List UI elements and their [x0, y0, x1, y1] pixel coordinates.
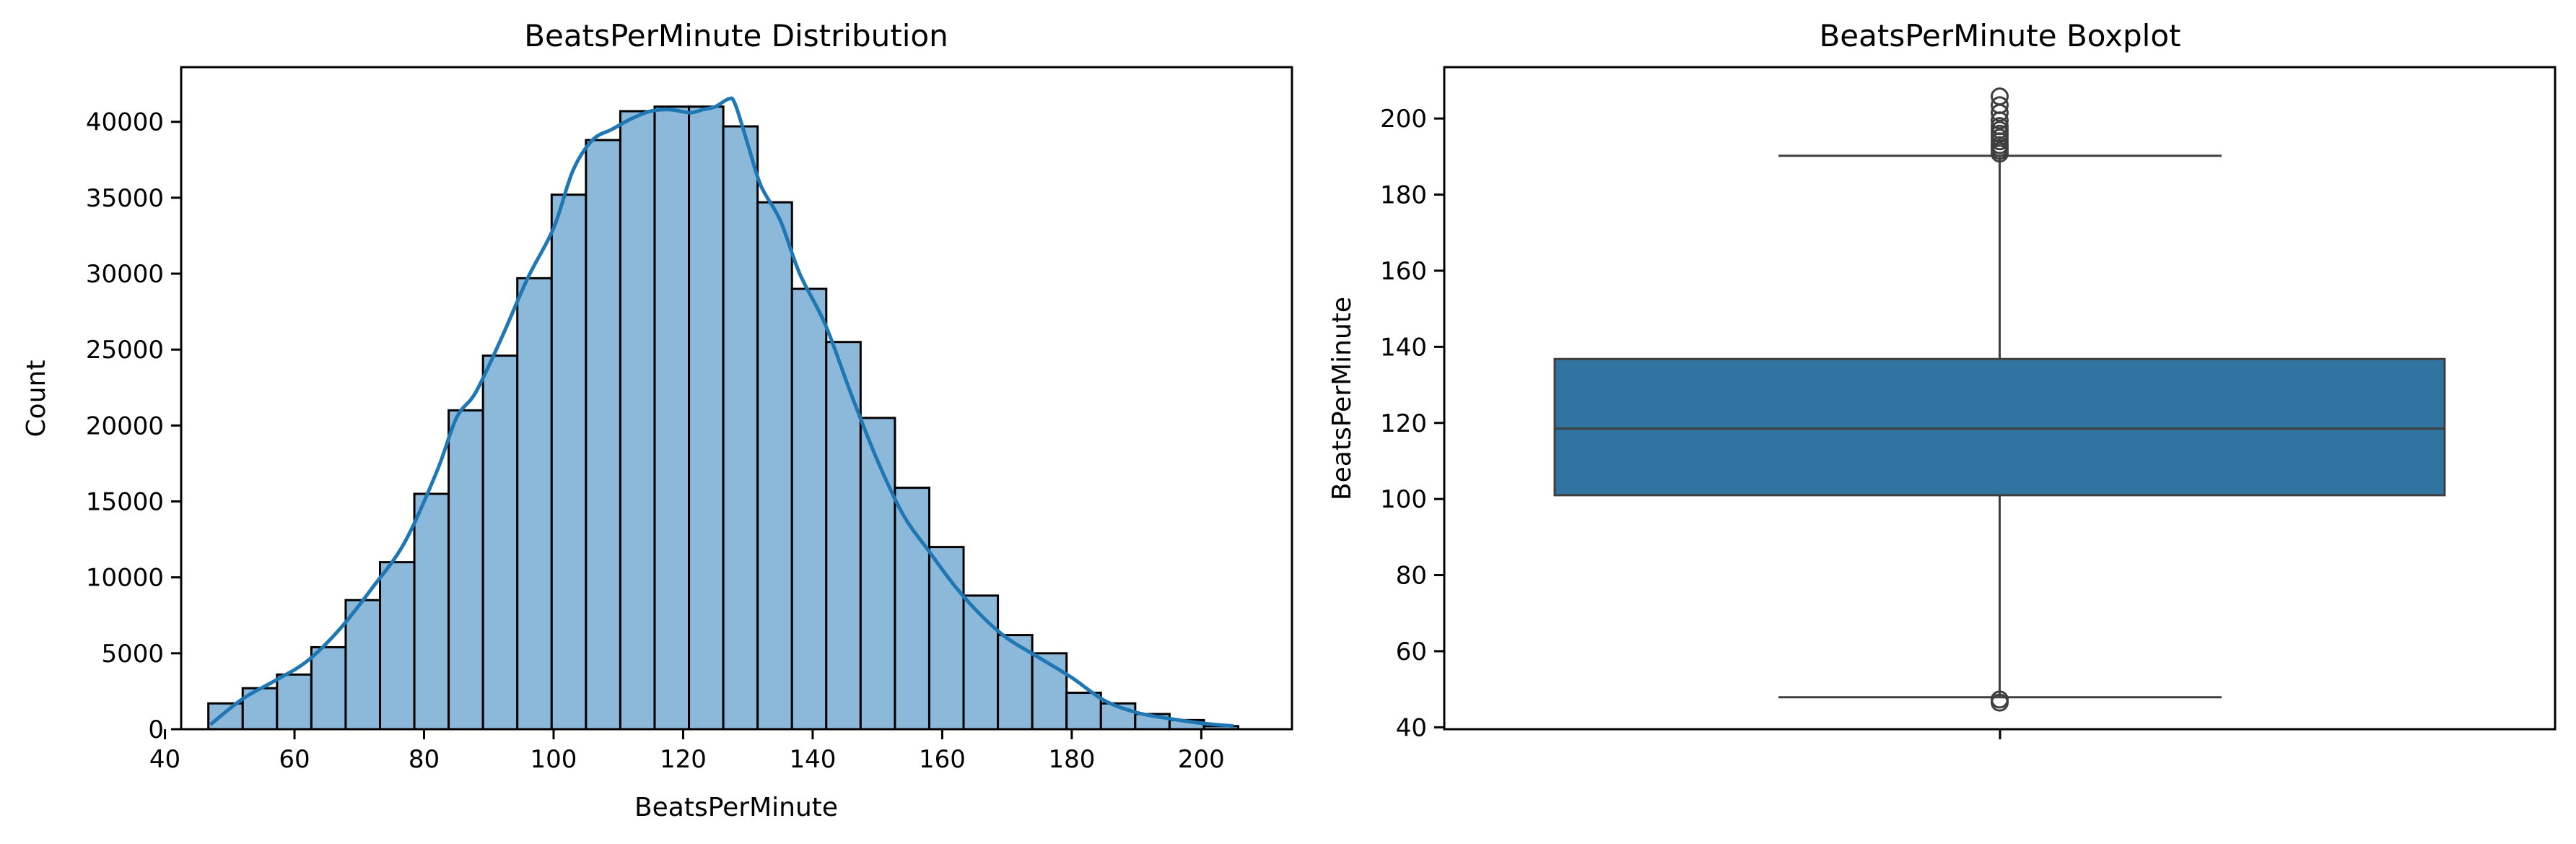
y-tick-label: 80	[1396, 562, 1427, 591]
histogram-bar	[310, 645, 347, 731]
y-tick-label: 60	[1396, 638, 1427, 666]
y-tick-label: 25000	[86, 336, 164, 365]
x-tick-label: 140	[789, 745, 836, 774]
x-tick-label: 160	[919, 745, 966, 774]
histogram-x-axis-label: BeatsPerMinute	[634, 793, 838, 822]
histogram-bar	[825, 341, 862, 731]
outlier-point	[1991, 690, 2009, 709]
iqr-box	[1553, 357, 2446, 497]
y-tick-label: 5000	[101, 640, 164, 669]
histogram-x-ticks: 40 60 80 100 120 140 160 180 200	[149, 729, 1225, 774]
histogram-panel: BeatsPerMinute Distribution 40 60 80 100 120…	[22, 18, 1293, 822]
y-tick-label: 40000	[86, 108, 164, 137]
histogram-bar	[481, 354, 519, 731]
boxplot-title: BeatsPerMinute Boxplot	[1819, 18, 2180, 53]
y-tick-label: 200	[1380, 105, 1427, 134]
histogram-bar	[344, 599, 381, 731]
y-tick-label: 30000	[86, 260, 164, 289]
histogram-bar	[550, 193, 588, 731]
histogram-bars	[207, 105, 1240, 731]
outlier-point	[1991, 117, 2009, 136]
y-tick-label: 40	[1396, 713, 1427, 742]
y-tick-label: 0	[148, 715, 164, 744]
x-tick-label: 120	[660, 745, 707, 774]
histogram-bar	[619, 110, 656, 731]
histogram-plot-frame	[180, 66, 1293, 731]
histogram-title: BeatsPerMinute Distribution	[524, 18, 948, 53]
y-tick-label: 20000	[86, 412, 164, 440]
histogram-bar	[276, 673, 313, 731]
y-tick-label: 35000	[86, 184, 164, 213]
histogram-y-axis-label: Count	[22, 360, 51, 438]
outlier-point	[1991, 87, 2009, 106]
histogram-bar	[790, 287, 828, 731]
histogram-bar	[378, 561, 416, 731]
histogram-bar	[722, 125, 759, 731]
y-tick-label: 120	[1380, 409, 1427, 438]
x-tick-label: 200	[1178, 745, 1225, 774]
y-tick-label: 15000	[86, 488, 164, 517]
histogram-bar	[413, 492, 450, 731]
histogram-bar	[447, 409, 484, 731]
x-tick-label: 80	[409, 745, 440, 774]
histogram-bar	[585, 139, 621, 731]
kde-curve	[209, 96, 1234, 728]
x-tick-label: 40	[149, 745, 180, 774]
y-tick-label: 140	[1380, 333, 1427, 362]
x-tick-label: 180	[1048, 745, 1095, 774]
histogram-bar	[516, 277, 553, 731]
outlier-point	[1991, 96, 2009, 115]
x-tick-label: 100	[531, 745, 577, 774]
histogram-bar	[653, 105, 691, 731]
histogram-bar	[207, 702, 244, 731]
histogram-bar	[688, 105, 725, 731]
histogram-bar	[756, 201, 793, 731]
y-tick-label: 160	[1380, 257, 1427, 286]
y-tick-label: 10000	[86, 564, 164, 593]
boxplot-y-axis-label: BeatsPerMinute	[1327, 297, 1357, 500]
histogram-y-ticks: 0 5000 10000 15000 20000 25000 30000 35000 40000	[86, 108, 181, 744]
x-tick-label: 60	[279, 745, 310, 774]
boxplot-y-ticks: 40 60 80 100 120 140 160 180 200	[1380, 105, 1444, 742]
histogram-bar	[1065, 692, 1102, 731]
boxplot-panel: BeatsPerMinute Boxplot 40 60 80 100 120 140 16…	[1327, 18, 2557, 742]
y-tick-label: 180	[1380, 181, 1427, 210]
y-tick-label: 100	[1380, 485, 1427, 514]
histogram-bar	[894, 487, 930, 731]
boxplot-elements	[1553, 87, 2446, 712]
